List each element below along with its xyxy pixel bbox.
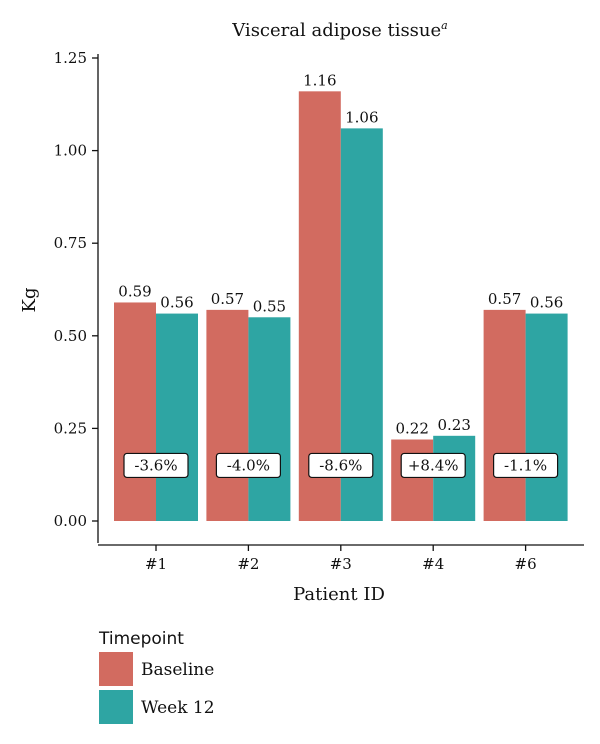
change-label: -3.6% xyxy=(123,452,189,479)
bar-week-12 xyxy=(156,313,198,521)
x-axis: #1 #2 #3 #4 #6 xyxy=(98,544,584,573)
bar-value-label: 0.57 xyxy=(488,290,521,308)
x-tick-label: #4 xyxy=(422,555,444,573)
legend-label-baseline: Baseline xyxy=(141,660,214,680)
title-superscript: a xyxy=(441,19,448,32)
bar-baseline xyxy=(298,91,341,521)
x-tick-label: #6 xyxy=(515,555,537,573)
value-labels: 0.59 0.56 0.57 0.55 1.16 1.06 0.22 0.23 0.57 0.56 xyxy=(118,71,563,437)
change-label-box xyxy=(493,452,559,479)
x-tick-label: #2 xyxy=(237,555,259,573)
bar-baseline xyxy=(206,309,249,521)
chart-title: Visceral adipose tissuea xyxy=(231,19,447,41)
bar-week-12 xyxy=(525,313,568,521)
bar-value-label: 1.16 xyxy=(303,71,336,89)
change-label-text: -8.6% xyxy=(319,456,362,474)
bar-baseline xyxy=(391,439,434,521)
bar-value-label: 0.57 xyxy=(211,290,244,308)
legend-swatch-baseline xyxy=(99,652,133,686)
x-tick-label: #1 xyxy=(145,555,167,573)
legend-title: Timepoint xyxy=(98,629,184,649)
y-tick-label: 0.00 xyxy=(54,512,87,530)
y-tick-label: 0.25 xyxy=(54,419,87,437)
change-labels: -3.6% -4.0% -8.6% +8.4% -1.1% xyxy=(123,452,559,479)
change-label-text: -3.6% xyxy=(134,456,177,474)
change-label-text: +8.4% xyxy=(408,456,459,474)
change-label-box xyxy=(215,452,281,479)
legend-swatch-week-12 xyxy=(99,690,133,724)
bar-value-label: 0.59 xyxy=(118,282,151,300)
bar-value-label: 0.56 xyxy=(160,294,193,312)
bar-value-label: 0.56 xyxy=(530,294,563,312)
change-label-box xyxy=(400,452,466,479)
bar-value-label: 0.55 xyxy=(253,297,286,315)
y-tick-label: 1.00 xyxy=(54,142,87,160)
y-axis: 0.00 0.25 0.50 0.75 1.00 1.25 xyxy=(54,49,99,543)
change-label-text: -4.0% xyxy=(227,456,270,474)
legend: Timepoint Baseline Week 12 xyxy=(98,629,215,724)
change-label-text: -1.1% xyxy=(504,456,547,474)
change-label: -1.1% xyxy=(493,452,559,479)
bar-week-12 xyxy=(433,435,476,521)
y-tick-label: 0.50 xyxy=(54,327,87,345)
y-tick-label: 0.75 xyxy=(54,234,87,252)
change-label: -4.0% xyxy=(215,452,281,479)
bar-value-label: 0.23 xyxy=(437,416,470,434)
bar-value-label: 0.22 xyxy=(395,420,428,438)
change-label: -8.6% xyxy=(308,452,374,479)
bar-baseline xyxy=(483,309,526,521)
change-label-box xyxy=(123,452,189,479)
x-axis-label: Patient ID xyxy=(293,584,385,605)
bar-value-label: 1.06 xyxy=(345,108,378,126)
change-label-box xyxy=(308,452,374,479)
legend-label-week-12: Week 12 xyxy=(141,698,215,718)
bar-baseline xyxy=(114,302,156,521)
y-tick-label: 1.25 xyxy=(54,49,87,67)
bar-week-12 xyxy=(248,317,291,521)
x-tick-label: #3 xyxy=(330,555,352,573)
y-axis-label: Kg xyxy=(19,288,40,313)
change-label: +8.4% xyxy=(400,452,466,479)
